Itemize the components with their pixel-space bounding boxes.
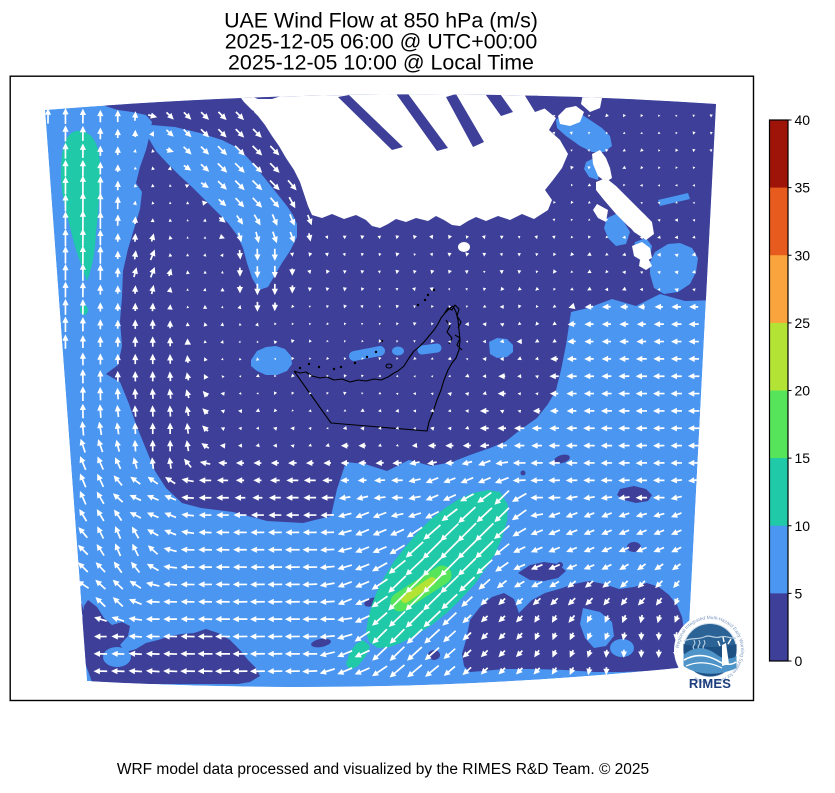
svg-text:2025-12-05 10:00 @ Local Time: 2025-12-05 10:00 @ Local Time	[228, 51, 534, 75]
svg-text:WRF model data processed and v: WRF model data processed and visualized …	[117, 761, 649, 778]
svg-text:25: 25	[795, 315, 811, 331]
svg-text:RIMES: RIMES	[689, 676, 731, 691]
svg-text:10: 10	[795, 518, 811, 534]
svg-text:2025-12-05 06:00 @ UTC+00:00: 2025-12-05 06:00 @ UTC+00:00	[225, 30, 538, 54]
svg-text:UAE Wind Flow at 850 hPa (m/s): UAE Wind Flow at 850 hPa (m/s)	[224, 9, 538, 33]
svg-text:15: 15	[795, 450, 811, 466]
svg-text:30: 30	[795, 247, 811, 263]
svg-text:0: 0	[795, 653, 803, 669]
svg-text:5: 5	[795, 585, 803, 601]
svg-text:40: 40	[795, 112, 811, 128]
svg-text:35: 35	[795, 180, 811, 196]
svg-text:20: 20	[795, 383, 811, 399]
